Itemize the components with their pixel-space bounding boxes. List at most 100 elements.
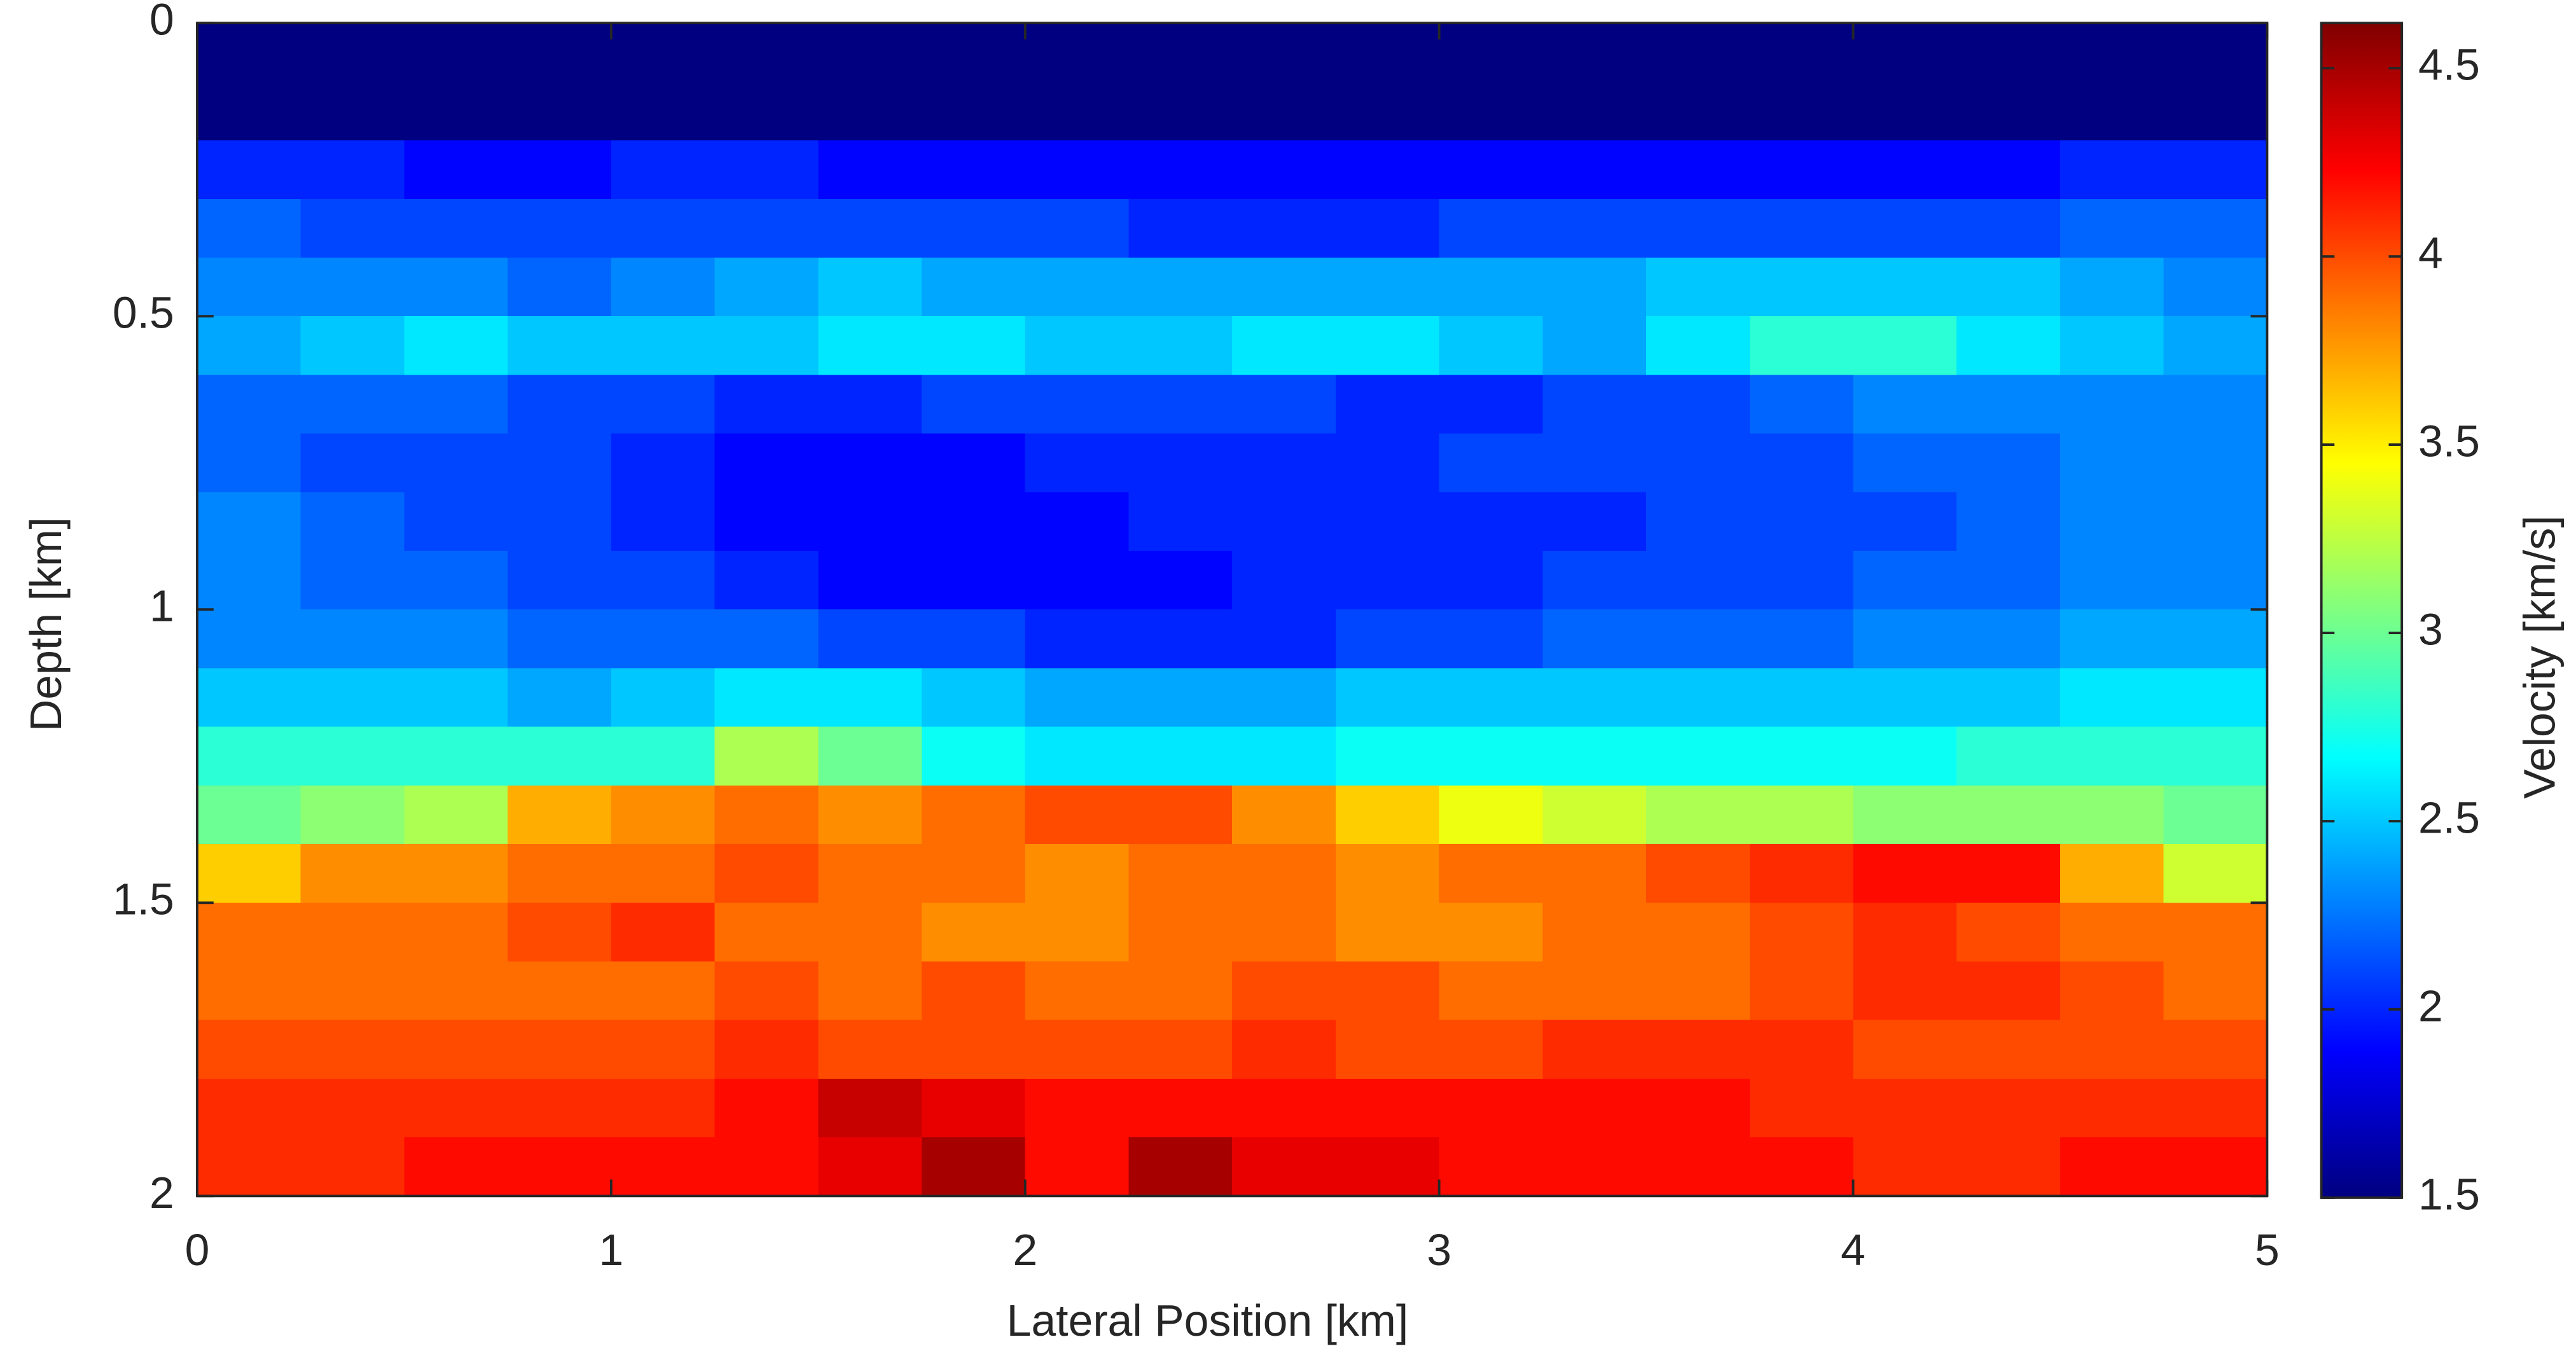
heatmap-cell	[611, 492, 716, 552]
heatmap-cell	[1232, 668, 1337, 728]
heatmap-cell	[404, 1137, 509, 1197]
heatmap-cell	[197, 492, 302, 552]
heatmap-cell	[922, 23, 1027, 142]
colorbar-tick-label: 4.5	[2418, 40, 2480, 90]
heatmap-cell	[2060, 1020, 2165, 1080]
heatmap-cell	[611, 844, 716, 904]
heatmap-cell	[1542, 140, 1647, 200]
heatmap-cell	[1439, 375, 1544, 435]
heatmap	[197, 23, 2268, 1197]
heatmap-cell	[1439, 23, 1544, 142]
x-tick-label: 5	[2255, 1225, 2280, 1275]
heatmap-cell	[714, 375, 819, 435]
heatmap-cell	[1232, 903, 1337, 963]
heatmap-cell	[404, 140, 509, 200]
heatmap-cell	[197, 961, 302, 1022]
heatmap-cell	[1646, 316, 1751, 376]
heatmap-cell	[1128, 375, 1233, 435]
heatmap-cell	[2163, 492, 2268, 552]
heatmap-cell	[1025, 726, 1130, 787]
heatmap-cell	[1542, 316, 1647, 376]
heatmap-cell	[197, 609, 302, 670]
heatmap-cell	[404, 433, 509, 494]
heatmap-cell	[1025, 844, 1130, 904]
heatmap-cell	[1128, 433, 1233, 494]
y-tick-label: 1	[149, 581, 174, 631]
colorbar-tick-label: 3	[2418, 604, 2443, 654]
heatmap-cell	[714, 140, 819, 200]
heatmap-cell	[2163, 903, 2268, 963]
heatmap-cell	[1542, 844, 1647, 904]
heatmap-cell	[404, 198, 509, 259]
heatmap-cell	[300, 551, 405, 611]
x-tick-label: 2	[1013, 1225, 1037, 1275]
heatmap-cell	[508, 1020, 613, 1080]
y-tick-label: 2	[149, 1168, 174, 1217]
heatmap-cell	[2163, 551, 2268, 611]
heatmap-cell	[2060, 257, 2165, 317]
heatmap-cell	[611, 551, 716, 611]
heatmap-cell	[1232, 257, 1337, 317]
heatmap-cell	[1956, 903, 2061, 963]
heatmap-cell	[2163, 198, 2268, 259]
heatmap-cell	[300, 668, 405, 728]
heatmap-cell	[1439, 551, 1544, 611]
colorbar-tick-label: 2	[2418, 981, 2443, 1030]
heatmap-cell	[197, 257, 302, 317]
heatmap-cell	[818, 961, 923, 1022]
heatmap-cell	[1749, 726, 1855, 787]
heatmap-cell	[197, 785, 302, 845]
heatmap-cell	[300, 609, 405, 670]
heatmap-cell	[1853, 140, 1958, 200]
heatmap-cell	[1025, 316, 1130, 376]
heatmap-cell	[2163, 1078, 2268, 1139]
heatmap-cell	[1232, 375, 1337, 435]
heatmap-cell	[1128, 257, 1233, 317]
heatmap-cell	[1025, 492, 1130, 552]
heatmap-cell	[2163, 23, 2268, 142]
heatmap-cell	[1853, 609, 1958, 670]
heatmap-cell	[2163, 844, 2268, 904]
heatmap-cell	[300, 844, 405, 904]
heatmap-cell	[404, 844, 509, 904]
heatmap-cell	[1853, 961, 1958, 1022]
heatmap-cell	[1956, 140, 2061, 200]
heatmap-cell	[2060, 551, 2165, 611]
heatmap-cell	[922, 1137, 1027, 1197]
heatmap-cell	[300, 316, 405, 376]
heatmap-cell	[1749, 492, 1855, 552]
heatmap-cell	[404, 257, 509, 317]
heatmap-cell	[1439, 609, 1544, 670]
heatmap-cell	[714, 23, 819, 142]
heatmap-cell	[1439, 257, 1544, 317]
heatmap-cell	[300, 198, 405, 259]
heatmap-cell	[1956, 257, 2061, 317]
heatmap-cell	[1956, 961, 2061, 1022]
heatmap-cell	[922, 140, 1027, 200]
colorbar-tick-label: 4	[2418, 228, 2443, 278]
heatmap-cell	[404, 23, 509, 142]
heatmap-cell	[922, 726, 1027, 787]
heatmap-cell	[508, 433, 613, 494]
heatmap-cell	[818, 1020, 923, 1080]
heatmap-cell	[197, 23, 302, 142]
heatmap-cell	[508, 668, 613, 728]
heatmap-cell	[1853, 257, 1958, 317]
heatmap-cell	[300, 375, 405, 435]
heatmap-cell	[1232, 492, 1337, 552]
heatmap-cell	[1646, 1078, 1751, 1139]
heatmap-cell	[1956, 492, 2061, 552]
heatmap-cell	[611, 785, 716, 845]
heatmap-cell	[2060, 961, 2165, 1022]
heatmap-cell	[818, 1137, 923, 1197]
heatmap-cell	[2060, 844, 2165, 904]
heatmap-cell	[818, 609, 923, 670]
heatmap-cell	[611, 961, 716, 1022]
heatmap-cell	[1335, 1078, 1441, 1139]
heatmap-cell	[611, 1020, 716, 1080]
heatmap-cell	[1749, 903, 1855, 963]
x-tick-label: 4	[1841, 1225, 1866, 1275]
heatmap-cell	[611, 316, 716, 376]
heatmap-cell	[1749, 1078, 1855, 1139]
